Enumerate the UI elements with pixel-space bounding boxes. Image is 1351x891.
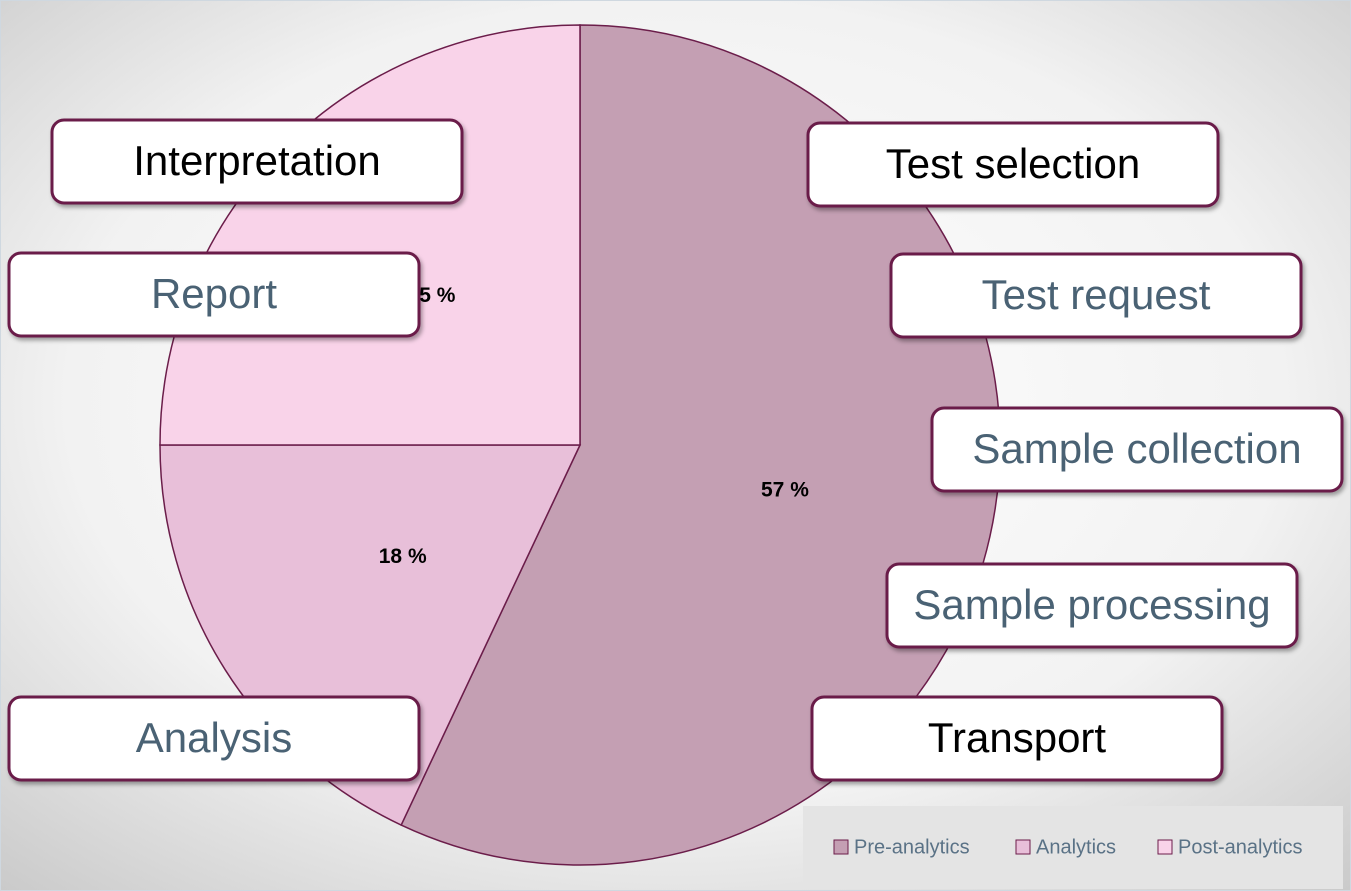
value-label: 57 % (761, 478, 809, 501)
legend-label: Post-analytics (1178, 836, 1303, 858)
annotation-box (889, 252, 1303, 339)
annotation-box (930, 406, 1344, 493)
pie-slice (400, 24, 1001, 866)
legend-swatch (1157, 839, 1173, 855)
annotation-text: Interpretation (133, 137, 381, 184)
value-label: 18 % (379, 545, 427, 568)
legend-box (803, 806, 1343, 889)
legend-swatch (1015, 839, 1031, 855)
annotation-box (7, 695, 421, 782)
annotation-box (806, 121, 1220, 208)
annotation-text: Test selection (886, 140, 1140, 187)
legend-label: Pre-analytics (854, 836, 970, 858)
annotation-text: Report (151, 270, 277, 317)
legend: Pre-analytics Analytics Post-analytics (833, 836, 1303, 858)
annotation-box (810, 695, 1224, 782)
pie-slice (159, 444, 582, 827)
legend-swatch (833, 839, 849, 855)
annotation-box (7, 251, 421, 338)
annotation-box (50, 118, 464, 205)
annotation-text: Transport (928, 714, 1107, 761)
annotation-box (885, 562, 1299, 649)
annotation-text: Test request (982, 271, 1211, 318)
annotation-text: Sample collection (972, 425, 1301, 472)
annotation-text: Sample processing (913, 581, 1270, 628)
annotation-text: Analysis (136, 714, 292, 761)
annotations: Interpretation Report Analysis Test selecti… (7, 118, 1344, 782)
legend-label: Analytics (1036, 836, 1116, 858)
